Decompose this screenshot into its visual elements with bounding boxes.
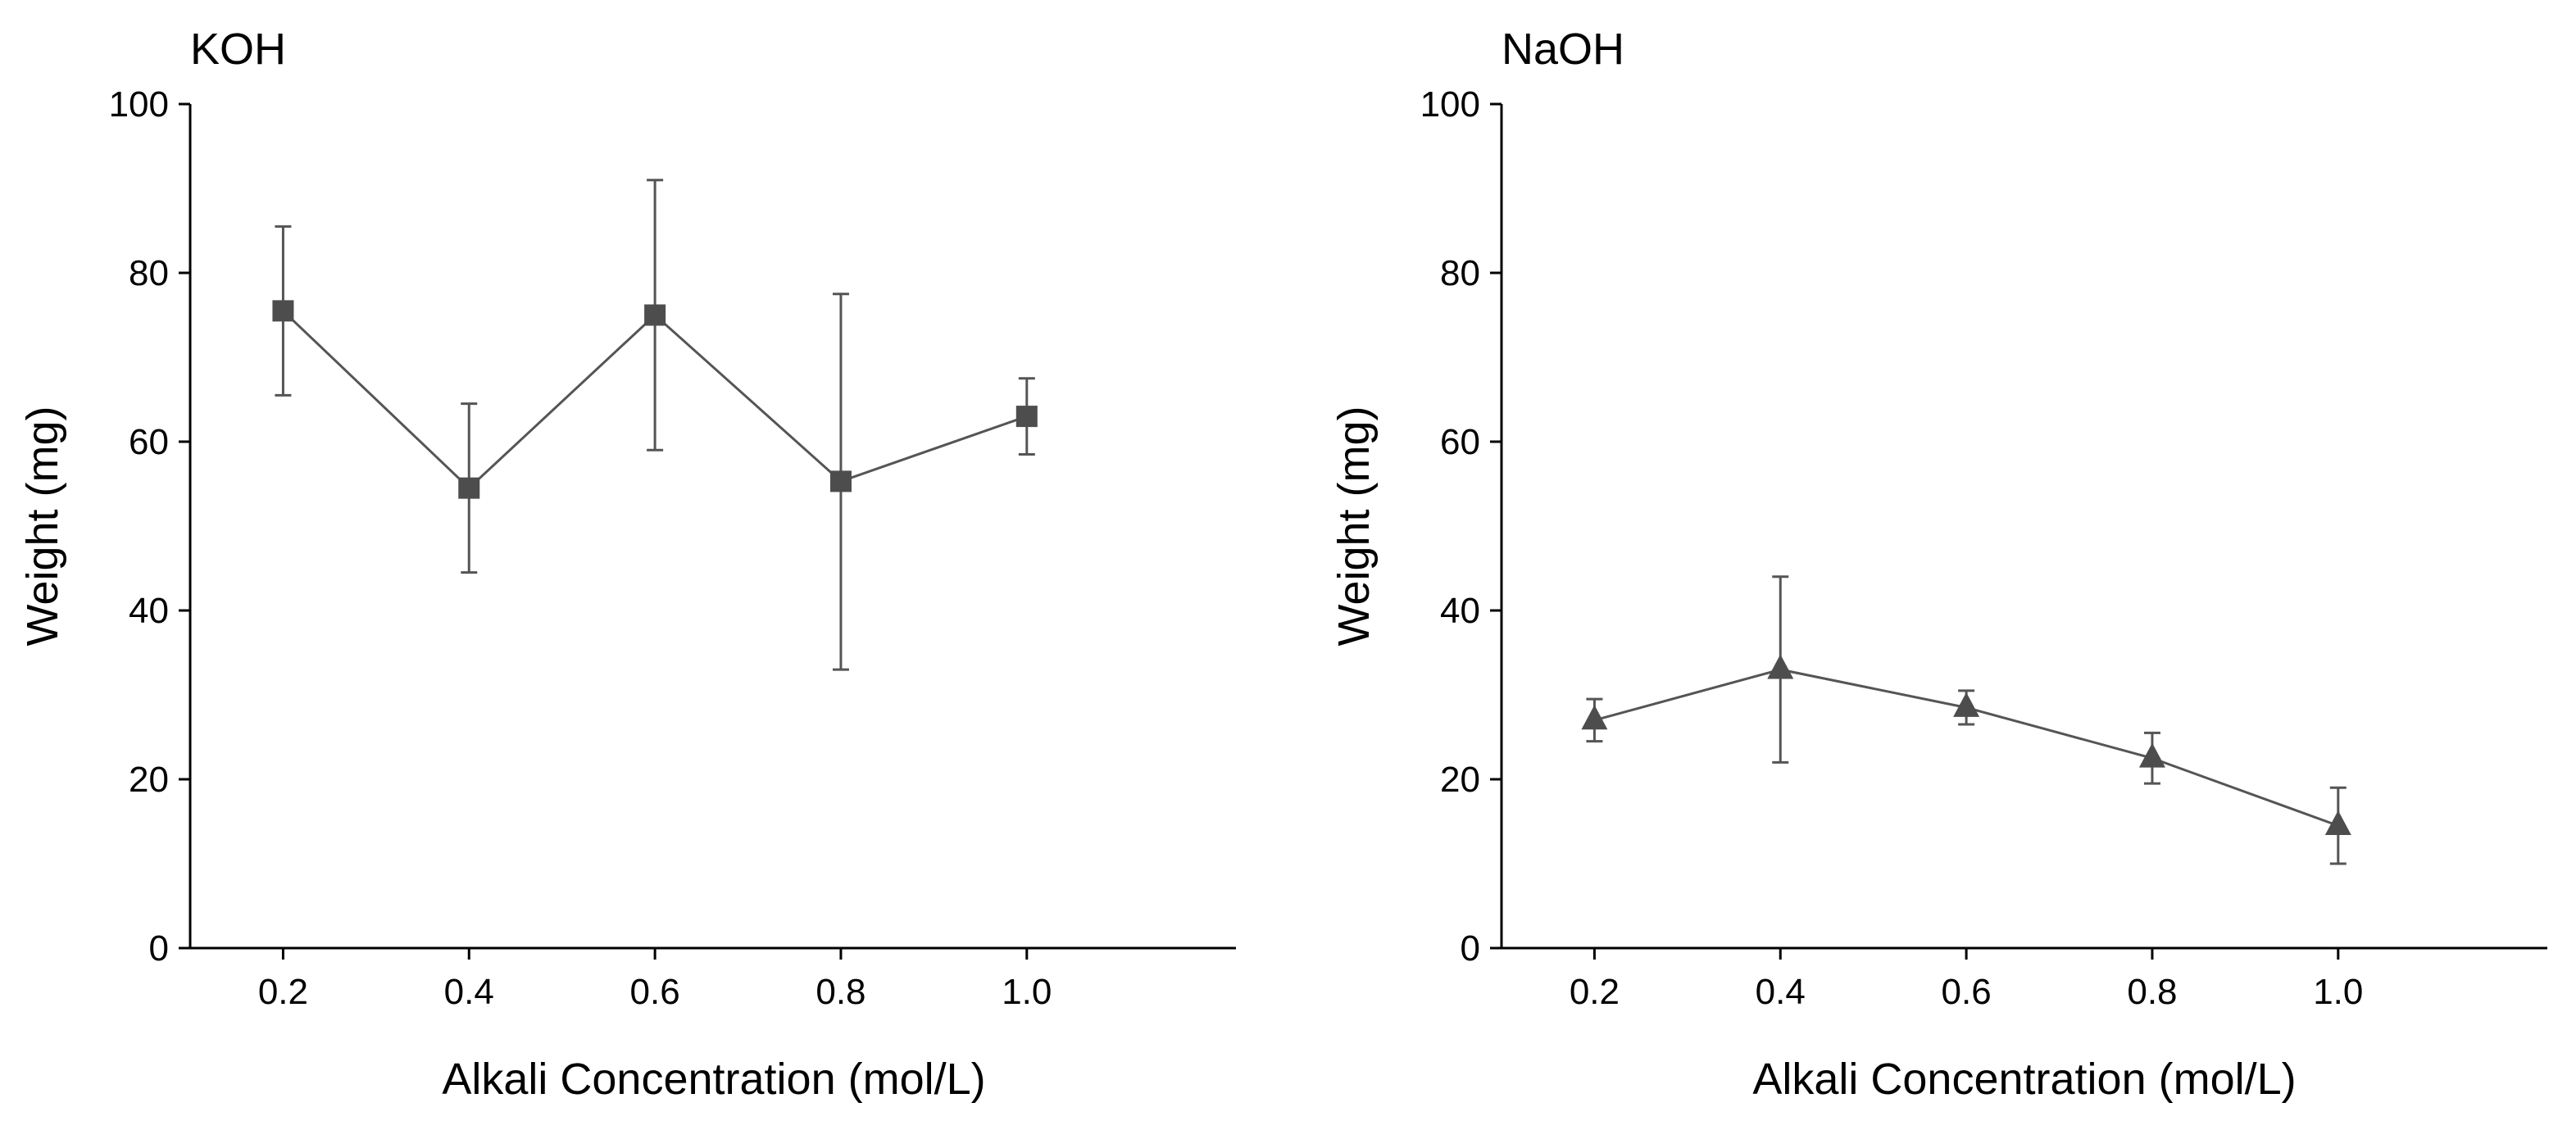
- naoh-data-point-2: [1953, 692, 1980, 717]
- koh-y-tick-label-3: 60: [129, 422, 169, 462]
- naoh-y-tick-label-3: 60: [1440, 422, 1480, 462]
- naoh-y-tick-label-2: 40: [1440, 591, 1480, 631]
- naoh-y-tick-label-1: 20: [1440, 760, 1480, 800]
- koh-y-tick-label-2: 40: [129, 591, 169, 631]
- naoh-panel-title: NaOH: [1502, 25, 1624, 74]
- koh-x-tick-label-3: 0.8: [816, 972, 865, 1012]
- naoh-data-point-3: [2138, 742, 2165, 768]
- koh-data-point-1: [458, 477, 480, 499]
- naoh-x-tick-label-4: 1.0: [2313, 972, 2363, 1012]
- koh-x-tick-label-0: 0.2: [258, 972, 308, 1012]
- koh-x-axis-title: Alkali Concentration (mol/L): [442, 1055, 985, 1104]
- koh-y-tick-label-1: 20: [129, 760, 169, 800]
- naoh-data-point-4: [2324, 810, 2351, 836]
- koh-data-point-0: [272, 300, 294, 322]
- koh-x-tick-label-1: 0.4: [444, 972, 494, 1012]
- naoh-y-tick-label-0: 0: [1461, 928, 1480, 969]
- naoh-y-tick-label-5: 100: [1420, 84, 1480, 125]
- koh-panel: KOH Alkali Concentration (mol/L) Weight …: [18, 25, 1236, 1104]
- naoh-x-axis-title: Alkali Concentration (mol/L): [1752, 1055, 2296, 1104]
- koh-panel-title: KOH: [190, 25, 286, 74]
- naoh-x-tick-label-3: 0.8: [2127, 972, 2177, 1012]
- naoh-y-tick-label-4: 80: [1440, 253, 1480, 293]
- koh-data-point-4: [1015, 406, 1038, 428]
- koh-y-axis-title: Weight (mg): [18, 406, 67, 646]
- naoh-data-point-1: [1767, 654, 1794, 679]
- naoh-x-tick-label-0: 0.2: [1570, 972, 1620, 1012]
- naoh-x-tick-label-2: 0.6: [1942, 972, 1992, 1012]
- naoh-x-tick-label-1: 0.4: [1756, 972, 1806, 1012]
- koh-y-tick-label-0: 0: [149, 928, 169, 969]
- naoh-panel: NaOH Alkali Concentration (mol/L) Weight…: [1329, 25, 2547, 1104]
- koh-data-point-2: [644, 304, 666, 326]
- naoh-data-point-0: [1581, 705, 1608, 730]
- koh-x-tick-label-2: 0.6: [630, 972, 680, 1012]
- koh-data-point-3: [829, 470, 852, 492]
- naoh-y-axis-title: Weight (mg): [1329, 406, 1379, 646]
- koh-y-tick-label-5: 100: [109, 84, 169, 125]
- koh-y-tick-label-4: 80: [129, 253, 169, 293]
- koh-x-tick-label-4: 1.0: [1002, 972, 1052, 1012]
